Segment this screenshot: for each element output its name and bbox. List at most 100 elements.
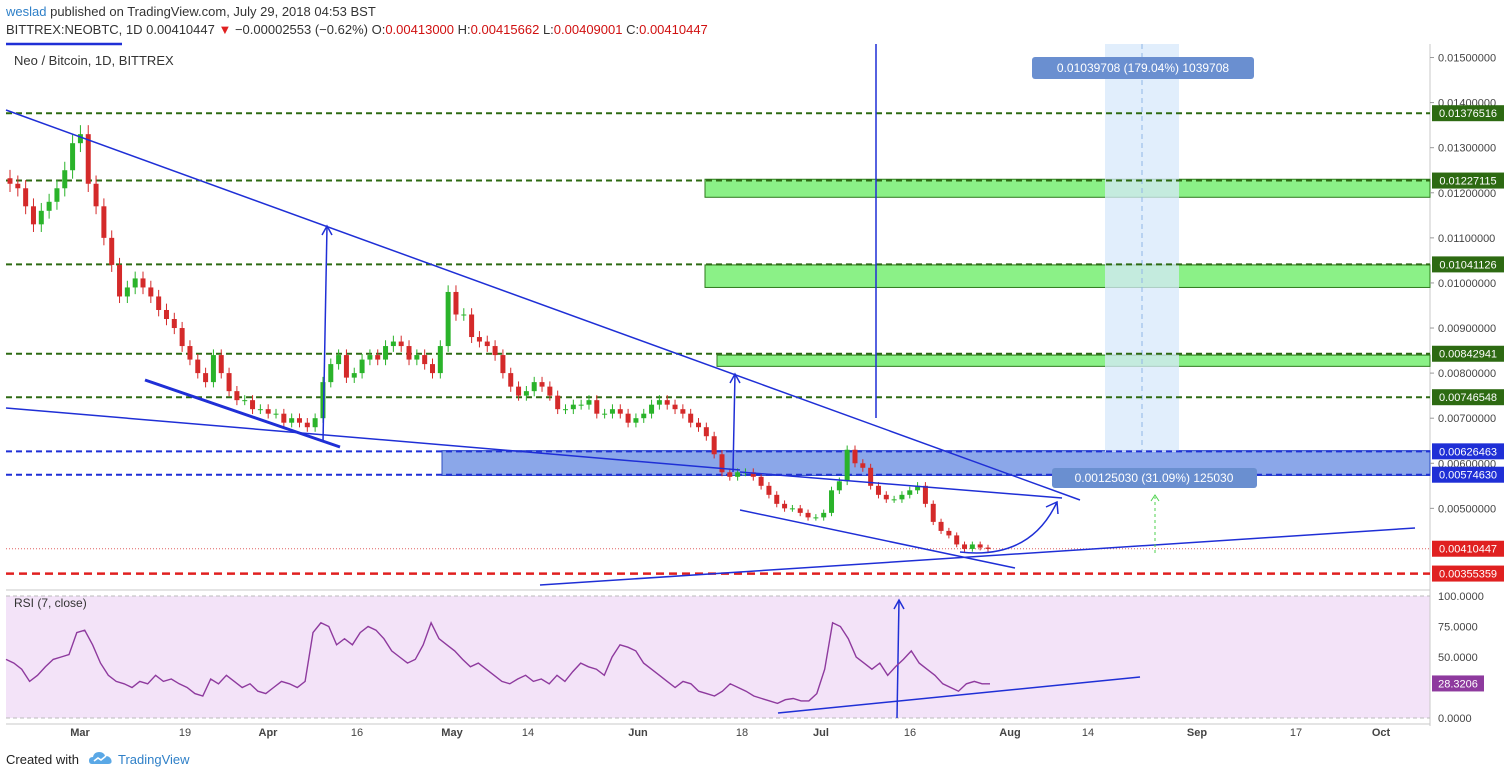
candle-body	[132, 278, 138, 288]
price-label-text: 0.01041126	[1439, 259, 1496, 271]
time-tick-label: 16	[351, 727, 363, 739]
trend-line	[739, 471, 1063, 499]
price-label-text: 0.00626463	[1439, 446, 1497, 458]
candle-body	[203, 373, 209, 383]
candle-body	[437, 346, 443, 374]
candle-body	[242, 400, 248, 402]
candle-body	[570, 404, 576, 410]
time-tick-label: 18	[736, 727, 748, 739]
price-label-text: 0.01376516	[1439, 108, 1497, 120]
candle-body	[124, 287, 130, 297]
time-tick-label: Apr	[259, 727, 279, 739]
candle-body	[234, 391, 240, 401]
price-label-green	[1432, 172, 1504, 189]
candle-body	[226, 373, 232, 392]
price-label-green	[1432, 389, 1504, 406]
measure-label-bottom: 0.00125030 (31.09%) 125030	[1075, 471, 1234, 485]
price-label-text: 0.00842941	[1439, 349, 1497, 361]
time-tick-label: Aug	[999, 727, 1020, 739]
price-label-text: 0.00746548	[1439, 392, 1497, 404]
chart-canvas[interactable]: 0.015000000.014000000.013000000.01200000…	[0, 0, 1508, 744]
trend-line	[322, 225, 328, 443]
candle-body	[930, 503, 936, 522]
created-with-text: Created with	[6, 752, 79, 767]
candle-body	[813, 517, 819, 519]
trend-line	[732, 373, 736, 473]
candle-body	[727, 472, 733, 477]
low-label: L:	[542, 22, 554, 37]
price-tick-label: 0.01300000	[1438, 143, 1496, 155]
candle-body	[969, 544, 975, 549]
candle-body	[539, 382, 545, 387]
time-tick-label: 19	[179, 727, 191, 739]
candle-body	[555, 395, 561, 410]
candle-body	[476, 337, 482, 342]
measure-box-top	[1032, 57, 1254, 79]
trend-line	[739, 509, 1016, 569]
price-label-text: 0.00574630	[1439, 470, 1497, 482]
candle-body	[70, 143, 76, 171]
candle-body	[281, 413, 287, 423]
time-tick-label: 16	[904, 727, 916, 739]
candle-body	[218, 355, 224, 374]
candle-body	[85, 134, 91, 184]
target-arrow-icon	[1150, 494, 1160, 502]
candle-body	[383, 346, 389, 360]
trend-line	[5, 109, 1081, 501]
tradingview-cloud-icon	[89, 752, 112, 764]
candle-body	[359, 359, 365, 374]
candle-body	[789, 508, 795, 510]
candle-body	[500, 355, 506, 374]
candle-body	[171, 319, 177, 329]
time-tick-label: Sep	[1187, 727, 1207, 739]
candle-body	[617, 409, 623, 414]
open-value: 0.00413000	[385, 22, 455, 37]
measure-box-bottom	[1052, 468, 1257, 488]
candle-body	[766, 485, 772, 495]
high-value: 0.00415662	[470, 22, 540, 37]
low-value: 0.00409001	[553, 22, 623, 37]
candle-body	[508, 373, 514, 387]
arrow-head-icon	[893, 598, 905, 610]
candle-body	[320, 382, 326, 419]
rsi-tick-label: 0.0000	[1438, 713, 1472, 725]
tradingview-link[interactable]: TradingView	[118, 752, 190, 767]
candle-body	[30, 206, 36, 225]
candle-body	[336, 355, 342, 365]
candle-body	[390, 341, 396, 347]
candle-body	[117, 264, 123, 297]
candle-body	[406, 346, 412, 360]
candle-body	[962, 544, 968, 549]
candle-body	[484, 341, 490, 347]
candle-body	[899, 494, 905, 500]
trend-line	[777, 676, 1141, 714]
candle-body	[852, 449, 858, 464]
candle-body	[696, 422, 702, 428]
published-info: published on TradingView.com, July 29, 2…	[50, 4, 376, 19]
rsi-value-label	[1432, 675, 1484, 692]
candle-body	[46, 201, 52, 211]
candle-body	[398, 341, 404, 347]
close-value: 0.00410447	[639, 22, 708, 37]
trend-line	[144, 378, 341, 449]
candle-body	[62, 170, 68, 189]
candle-body	[101, 206, 107, 238]
time-tick-label: May	[441, 727, 463, 739]
candle-body	[351, 373, 357, 378]
price-change: −0.00002553 (−0.62%)	[234, 22, 368, 37]
time-tick-label: Jul	[813, 727, 829, 739]
candle-body	[586, 400, 592, 405]
time-tick-label: Oct	[1372, 727, 1391, 739]
author-link[interactable]: weslad	[6, 4, 47, 19]
candle-body	[54, 188, 60, 202]
candle-body	[461, 314, 467, 316]
candle-body	[296, 418, 302, 423]
ohlc-line: BITTREX:NEOBTC, 1D 0.00410447 ▼ −0.00002…	[6, 22, 708, 37]
footer: Created with TradingView	[0, 744, 1508, 777]
trend-line	[5, 407, 741, 471]
candle-body	[265, 409, 271, 414]
candle-body	[805, 512, 811, 518]
green-zone	[704, 178, 1431, 198]
rsi-tick-label: 50.0000	[1438, 652, 1478, 664]
price-label-blue	[1432, 466, 1504, 483]
